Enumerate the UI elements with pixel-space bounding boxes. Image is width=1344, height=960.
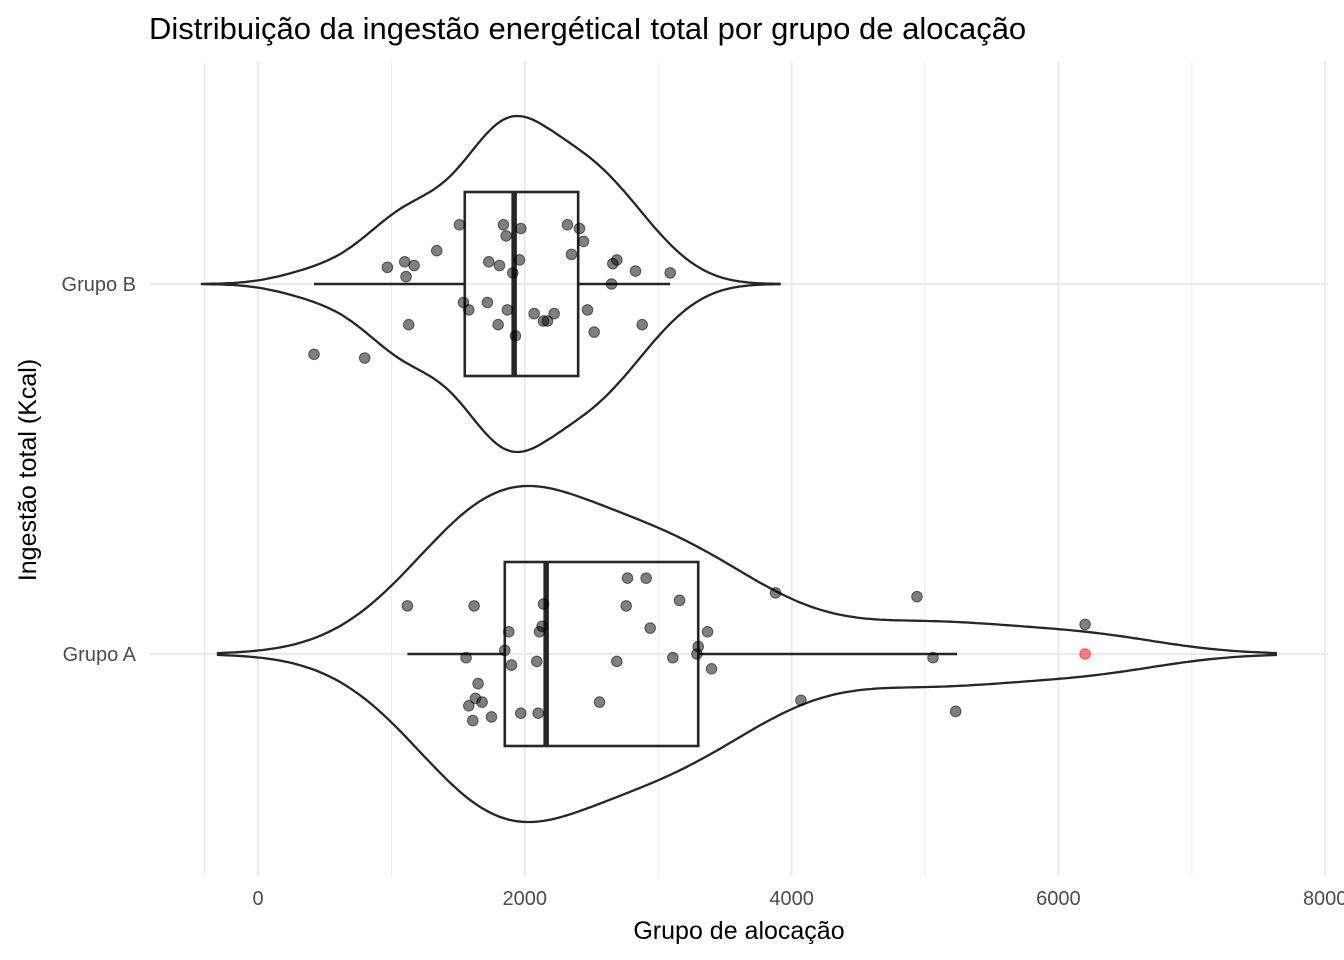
data-point-grupo-a — [795, 694, 807, 707]
data-point-grupo-b — [605, 278, 618, 290]
data-point-grupo-a — [505, 659, 518, 671]
y-axis-label: Ingestão total (Kcal) — [14, 359, 42, 581]
x-tick-label: 6000 — [1036, 888, 1081, 910]
data-point-grupo-a — [911, 590, 923, 603]
x-axis-label: Grupo de alocação — [633, 917, 844, 945]
data-point-grupo-b — [548, 307, 560, 320]
data-point-grupo-a — [640, 572, 652, 584]
data-point-grupo-b — [358, 352, 371, 364]
box-grupo-b — [463, 190, 580, 378]
data-point-grupo-a — [514, 707, 527, 720]
data-point-grupo-a — [705, 663, 718, 675]
data-point-grupo-b — [506, 267, 519, 279]
data-point-grupo-a — [949, 705, 962, 718]
data-point-grupo-b — [588, 326, 600, 338]
data-point-grupo-b — [500, 230, 512, 242]
data-point-grupo-a — [769, 587, 782, 599]
data-point-grupo-a — [644, 622, 656, 634]
data-point-grupo-a — [667, 651, 679, 664]
data-point-grupo-b — [481, 296, 494, 309]
data-point-grupo-a — [536, 620, 548, 633]
data-point-grupo-a — [498, 644, 511, 657]
data-point-grupo-b — [636, 318, 648, 331]
data-point-grupo-a — [460, 651, 472, 664]
data-point-grupo-b — [629, 265, 642, 277]
highlight-point-grupo-a — [1079, 648, 1091, 660]
data-point-grupo-b — [573, 222, 586, 235]
data-point-grupo-a — [532, 707, 544, 720]
data-point-grupo-b — [493, 259, 506, 272]
data-point-grupo-b — [577, 235, 590, 248]
violin-grupo-b — [200, 114, 781, 454]
data-point-grupo-b — [462, 304, 475, 316]
violin-grupo-a — [216, 484, 1277, 824]
data-point-grupo-a — [531, 655, 543, 668]
data-point-grupo-a — [1079, 618, 1091, 631]
data-point-grupo-b — [482, 256, 495, 268]
data-point-grupo-b — [453, 219, 466, 231]
x-tick-label: 2000 — [503, 888, 548, 910]
data-point-grupo-b — [381, 261, 394, 274]
violin-layer — [200, 114, 1277, 824]
data-point-grupo-a — [611, 655, 623, 668]
data-point-grupo-a — [537, 598, 550, 610]
x-tick-label: 8000 — [1303, 888, 1344, 910]
data-point-grupo-b — [541, 315, 554, 327]
data-point-grupo-a — [927, 651, 939, 664]
data-point-grupo-a — [673, 594, 686, 607]
box-layer — [314, 190, 958, 748]
data-point-grupo-a — [692, 640, 705, 653]
data-point-grupo-b — [611, 254, 623, 266]
data-point-grupo-a — [502, 626, 515, 638]
data-point-grupo-a — [472, 677, 484, 690]
tick-layer: 0 2000 4000 6000 8000 Grupo B Grupo A — [62, 274, 1344, 910]
data-point-grupo-a — [462, 700, 475, 712]
data-point-grupo-b — [509, 330, 522, 342]
data-point-grupo-b — [513, 254, 526, 266]
data-point-grupo-b — [402, 318, 415, 331]
data-point-grupo-a — [485, 711, 498, 723]
data-point-grupo-b — [528, 307, 540, 320]
data-point-grupo-a — [468, 600, 480, 612]
data-point-grupo-b — [492, 318, 504, 331]
point-layer — [308, 219, 1091, 727]
grid-layer — [150, 62, 1328, 876]
data-point-grupo-a — [701, 626, 714, 638]
x-tick-label: 4000 — [769, 888, 814, 910]
data-point-grupo-b — [561, 219, 574, 231]
data-point-grupo-a — [401, 600, 414, 612]
chart-title: Distribuição da ingestão energéticaI tot… — [149, 11, 1026, 46]
data-point-grupo-a — [620, 600, 632, 612]
data-point-grupo-b — [514, 222, 527, 235]
data-point-grupo-a — [466, 714, 479, 727]
data-point-grupo-a — [593, 696, 606, 708]
y-tick-label: Grupo A — [63, 644, 137, 666]
data-point-grupo-b — [430, 244, 443, 257]
data-point-grupo-b — [400, 270, 412, 283]
data-point-grupo-b — [664, 267, 677, 279]
data-point-grupo-b — [408, 259, 420, 272]
data-point-grupo-b — [581, 304, 594, 316]
x-tick-label: 0 — [252, 888, 263, 910]
data-point-grupo-b — [497, 219, 510, 231]
data-point-grupo-a — [621, 572, 634, 584]
data-point-grupo-a — [476, 696, 488, 708]
y-tick-label: Grupo B — [62, 274, 136, 296]
data-point-grupo-b — [565, 248, 578, 261]
data-point-grupo-b — [308, 348, 320, 361]
data-point-grupo-b — [501, 304, 514, 316]
